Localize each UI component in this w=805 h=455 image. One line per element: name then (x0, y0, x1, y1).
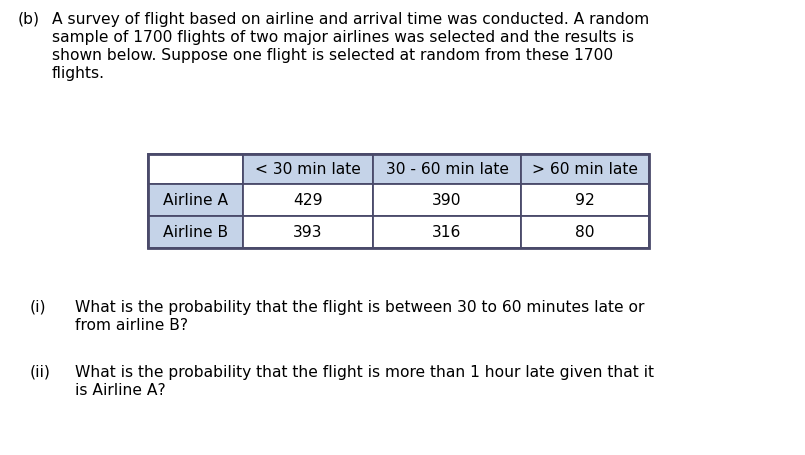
Text: 92: 92 (575, 193, 595, 208)
Text: < 30 min late: < 30 min late (255, 162, 361, 177)
Text: 390: 390 (432, 193, 462, 208)
Bar (243, 217, 373, 248)
Text: 393: 393 (293, 225, 323, 240)
Bar (148, 155, 243, 185)
Bar (521, 185, 649, 217)
Text: A survey of flight based on airline and arrival time was conducted. A random: A survey of flight based on airline and … (52, 12, 650, 27)
Text: What is the probability that the flight is more than 1 hour late given that it: What is the probability that the flight … (75, 364, 654, 379)
Text: 316: 316 (432, 225, 462, 240)
Bar (243, 155, 373, 185)
Bar (521, 217, 649, 248)
Text: Airline A: Airline A (163, 193, 228, 208)
Bar (373, 155, 521, 185)
Bar (243, 185, 373, 217)
Text: Airline B: Airline B (163, 225, 228, 240)
Text: is Airline A?: is Airline A? (75, 382, 166, 397)
Text: What is the probability that the flight is between 30 to 60 minutes late or: What is the probability that the flight … (75, 299, 644, 314)
Bar (373, 185, 521, 217)
Text: from airline B?: from airline B? (75, 317, 188, 332)
Bar (373, 217, 521, 248)
Bar (148, 155, 649, 248)
Bar (148, 185, 243, 217)
Text: (i): (i) (30, 299, 47, 314)
Text: flights.: flights. (52, 66, 105, 81)
Text: 429: 429 (293, 193, 323, 208)
Text: shown below. Suppose one flight is selected at random from these 1700: shown below. Suppose one flight is selec… (52, 48, 613, 63)
Text: 80: 80 (576, 225, 595, 240)
Text: > 60 min late: > 60 min late (532, 162, 638, 177)
Text: (ii): (ii) (30, 364, 51, 379)
Text: 30 - 60 min late: 30 - 60 min late (386, 162, 509, 177)
Text: (b): (b) (18, 12, 40, 27)
Bar (521, 155, 649, 185)
Bar (148, 217, 243, 248)
Text: sample of 1700 flights of two major airlines was selected and the results is: sample of 1700 flights of two major airl… (52, 30, 634, 45)
